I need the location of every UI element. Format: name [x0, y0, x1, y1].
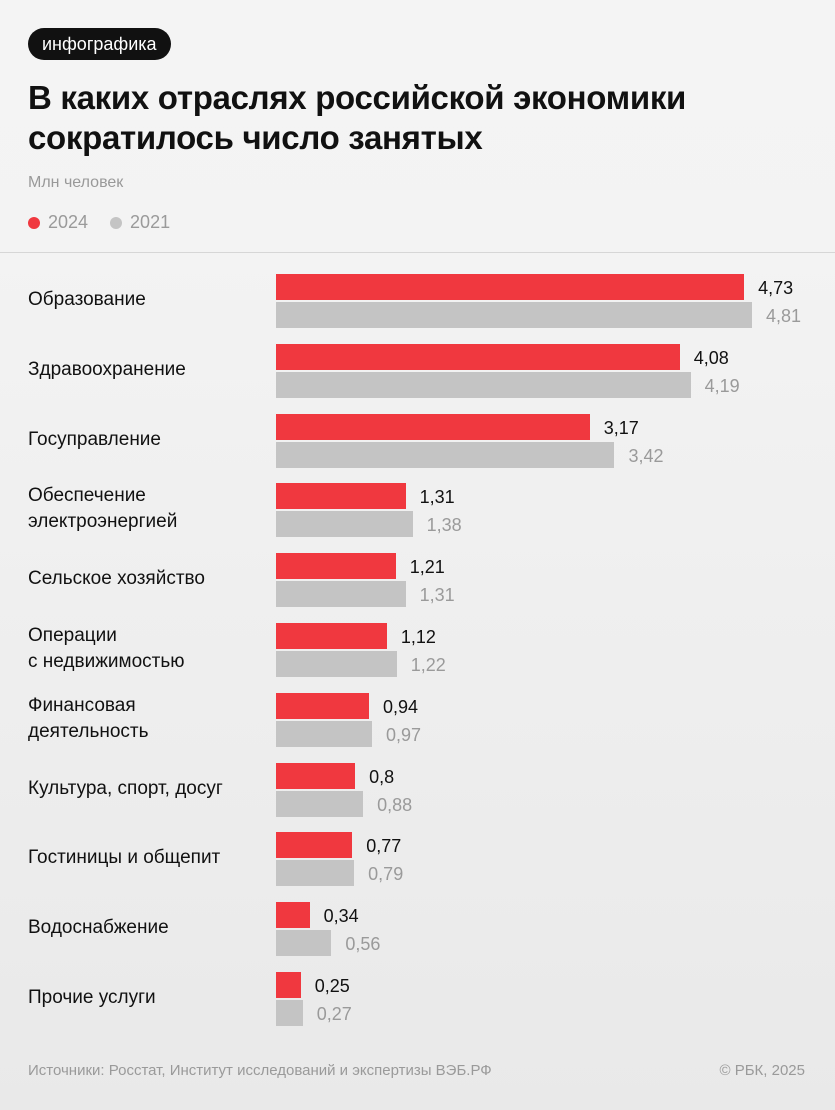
value-label-2021: 0,79	[368, 864, 404, 885]
legend-label-2021: 2021	[130, 212, 171, 232]
legend-dot-2024	[28, 216, 40, 229]
bar-2021	[276, 1000, 303, 1026]
value-label-2021: 1,31	[419, 585, 455, 606]
header-divider	[0, 252, 835, 253]
value-label-2021: 1,22	[410, 655, 446, 675]
value-label-2021: 0,56	[345, 934, 381, 955]
value-label-2024: 0,94	[383, 696, 419, 717]
bar-2021	[276, 581, 406, 608]
value-label-2021: 1,38	[426, 515, 462, 536]
value-label-2024: 3,17	[603, 417, 639, 438]
category-label: Финансовая деятельность	[28, 694, 149, 742]
bar-2024	[276, 553, 396, 580]
bar-2021	[276, 720, 372, 747]
legend-label-2024: 2024	[48, 212, 89, 232]
value-label-2024: 1,31	[419, 487, 455, 508]
bar-2024	[276, 972, 301, 998]
legend-item-2021: 2021	[110, 212, 170, 233]
value-label-2021: 4,81	[766, 306, 802, 326]
bar-2024	[276, 274, 745, 300]
bar-2021	[276, 930, 332, 957]
value-label-2024: 0,77	[366, 836, 402, 857]
category-label: Госуправление	[28, 428, 161, 450]
bar-2021	[276, 790, 364, 817]
bar-2021	[276, 860, 355, 887]
bar-2024	[276, 832, 353, 859]
category-label: Культура, спорт, досуг	[28, 777, 223, 799]
value-label-2021: 4,19	[704, 375, 740, 396]
bar-2021	[276, 651, 397, 677]
legend-item-2024: 2024	[28, 212, 88, 233]
bar-2021	[276, 511, 413, 538]
bar-2021	[276, 371, 691, 398]
bar-2024	[276, 483, 406, 510]
unit-label: Млн человек	[28, 174, 124, 191]
value-label-2024: 1,12	[400, 627, 436, 647]
value-label-2024: 1,21	[409, 557, 445, 578]
category-label: Операции с недвижимостью	[28, 625, 185, 672]
bar-2024	[276, 902, 310, 929]
bar-2024	[276, 343, 680, 370]
bar-2024	[276, 762, 356, 789]
value-label-2021: 0,97	[385, 724, 422, 745]
bar-2021	[276, 302, 752, 328]
value-label-2021: 0,88	[377, 794, 413, 815]
value-label-2021: 3,42	[628, 445, 664, 466]
value-label-2024: 4,73	[758, 278, 794, 298]
category-label: Здравоохранение	[28, 358, 186, 380]
legend: 2024 2021	[28, 212, 170, 233]
bar-2024	[276, 692, 370, 719]
category-label: Сельское хозяйство	[28, 568, 205, 590]
value-label-2024: 0,8	[369, 766, 395, 787]
infographic-tag: инфографика	[28, 28, 171, 60]
copyright-note: © РБК, 2025	[719, 1062, 805, 1079]
value-label-2024: 0,34	[323, 906, 359, 927]
category-label: Водоснабжение	[28, 917, 169, 939]
value-label-2021: 0,27	[316, 1004, 352, 1024]
chart-title: В каких отраслях российской экономики со…	[28, 79, 687, 156]
category-label: Обеспечение электроэнергией	[28, 485, 178, 533]
value-label-2024: 0,25	[314, 976, 350, 996]
bar-2024	[276, 413, 590, 440]
legend-dot-2021	[110, 216, 123, 229]
category-label: Гостиницы и общепит	[28, 847, 221, 869]
category-label: Образование	[28, 289, 146, 310]
source-note: Источники: Росстат, Институт исследовани…	[28, 1062, 492, 1079]
bar-2021	[276, 441, 615, 468]
bar-2024	[276, 623, 387, 649]
category-label: Прочие услуги	[28, 987, 156, 1008]
value-label-2024: 4,08	[693, 347, 729, 368]
